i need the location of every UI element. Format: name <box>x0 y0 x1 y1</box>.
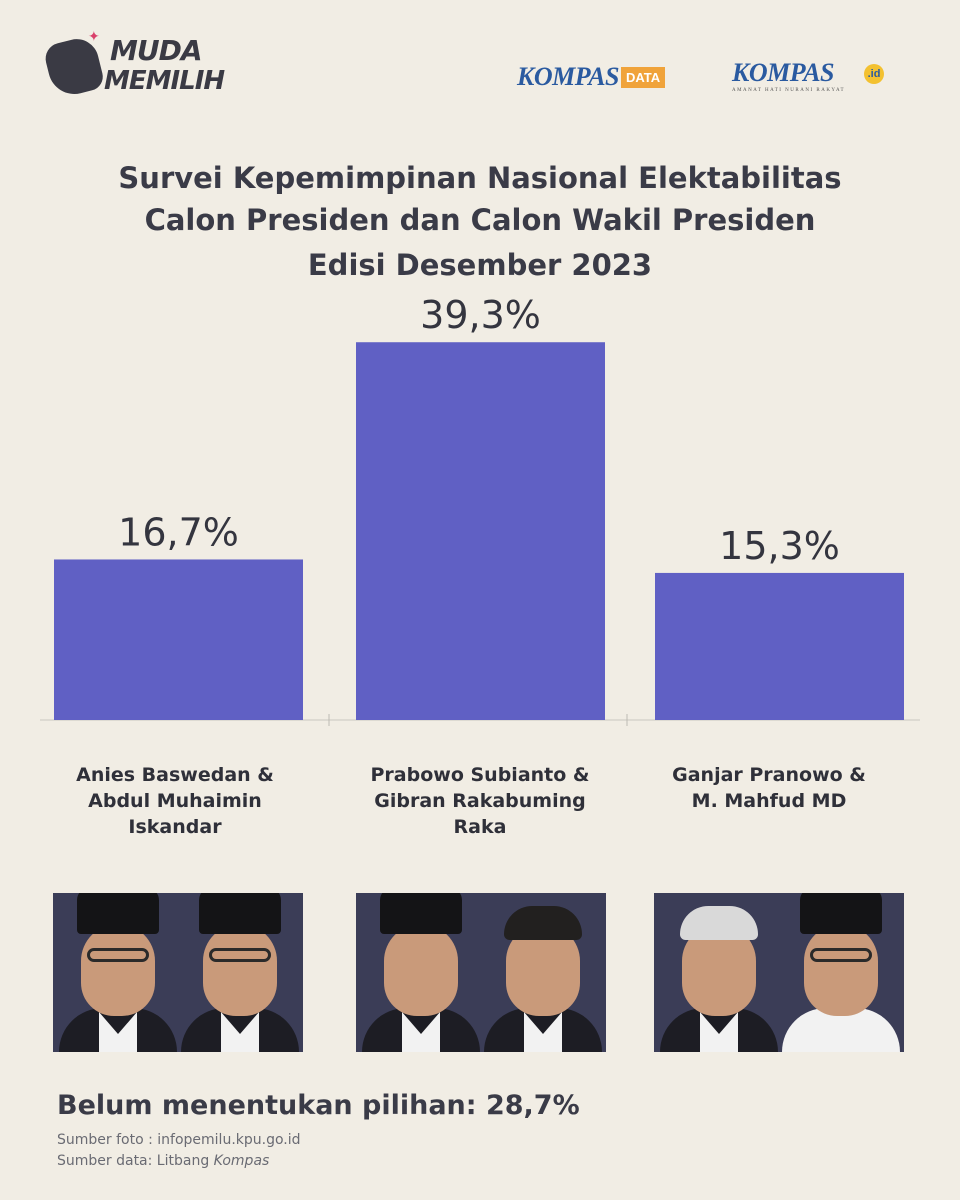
bar-2 <box>356 342 605 720</box>
chart-title-line-2: Calon Presiden dan Calon Wakil Presiden <box>144 203 816 237</box>
person-portrait <box>181 893 299 1052</box>
candidate-1-name-line: Anies Baswedan & <box>76 764 274 786</box>
photo-source: Sumber foto : infopemilu.kpu.go.id <box>57 1132 301 1148</box>
data-source-name: Kompas <box>213 1153 270 1169</box>
chart-title-line-1: Survei Kepemimpinan Nasional Elektabilit… <box>118 161 842 195</box>
logo-word-memilih: MEMILIH <box>104 66 225 96</box>
candidate-name-2: Prabowo Subianto & Gibran Rakabuming Rak… <box>350 762 610 840</box>
kompasid-tagline: AMANAT HATI NURANI RAKYAT <box>732 88 846 93</box>
person-portrait <box>782 893 900 1052</box>
kompasid-logo: KOMPAS .id AMANAT HATI NURANI RAKYAT <box>732 58 892 98</box>
bar-value-label-3: 15,3% <box>719 524 840 568</box>
candidate-photo-2 <box>356 893 606 1052</box>
bar-3 <box>655 572 904 720</box>
undecided-percentage: Belum menentukan pilihan: 28,7% <box>57 1090 580 1121</box>
kompasdata-badge: DATA <box>621 66 666 88</box>
bar-value-label-1: 16,7% <box>118 510 239 554</box>
sparkle-icon: ✦ <box>88 29 100 45</box>
kompasid-word: KOMPAS <box>732 58 835 87</box>
candidate-2-name-line: Gibran Rakabuming <box>374 790 586 812</box>
muda-memilih-logo: ✦ MUDA MEMILIH <box>42 29 225 110</box>
candidate-name-1: Anies Baswedan & Abdul Muhaimin Iskandar <box>45 762 305 840</box>
person-portrait <box>362 893 480 1052</box>
candidate-name-3: Ganjar Pranowo & M. Mahfud MD <box>639 762 899 814</box>
person-portrait <box>59 893 177 1052</box>
logo-word-muda: MUDA <box>110 34 203 67</box>
candidate-2-name-line: Prabowo Subianto & <box>370 764 590 786</box>
candidate-1-name-line: Abdul Muhaimin <box>88 790 262 812</box>
person-portrait <box>660 893 778 1052</box>
candidate-2-name-line: Raka <box>453 816 507 838</box>
data-source: Sumber data: Litbang Kompas <box>57 1153 269 1169</box>
data-source-prefix: Sumber data: Litbang <box>57 1153 214 1169</box>
candidate-photo-3 <box>654 893 904 1052</box>
kompasdata-word: KOMPAS <box>517 62 620 91</box>
candidate-3-name-line: Ganjar Pranowo & <box>672 764 866 786</box>
kompasdata-logo: KOMPAS DATA <box>517 60 666 94</box>
bar-chart: 16,7% 39,3% 15,3% <box>40 293 920 726</box>
candidate-3-name-line: M. Mahfud MD <box>691 790 847 812</box>
person-portrait <box>484 893 602 1052</box>
candidate-1-name-line: Iskandar <box>128 816 222 838</box>
bar-1 <box>54 559 303 720</box>
chart-title-line-3: Edisi Desember 2023 <box>307 248 653 282</box>
bar-value-label-2: 39,3% <box>420 293 541 337</box>
candidate-photo-1 <box>53 893 303 1052</box>
kompasid-badge: .id <box>864 64 884 84</box>
